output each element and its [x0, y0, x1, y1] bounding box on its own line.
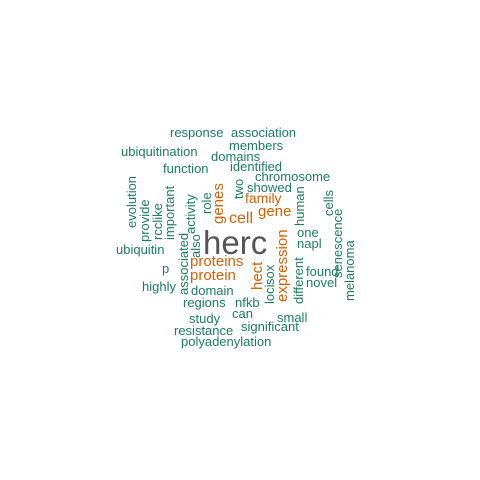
- word-ubiquitination: ubiquitination: [121, 144, 198, 159]
- word-identified: identified: [230, 159, 283, 174]
- word-function: function: [163, 161, 209, 176]
- word-two: two: [231, 178, 246, 199]
- word-resistance: resistance: [174, 323, 234, 338]
- word-one: one: [297, 225, 319, 240]
- word-association: association: [231, 125, 297, 140]
- word-novel: novel: [306, 275, 338, 290]
- word-different: different: [291, 257, 306, 304]
- word-polyadenylation: polyadenylation: [181, 334, 272, 349]
- word-study: study: [189, 311, 221, 326]
- word-small: small: [277, 310, 308, 325]
- word-can: can: [232, 306, 253, 321]
- word-napl: napl: [297, 236, 322, 251]
- word-highly: highly: [142, 279, 176, 294]
- word-activity: activity: [183, 194, 198, 234]
- word-nfkb: nfkb: [235, 295, 260, 310]
- word-human: human: [292, 186, 307, 226]
- word-chromosome: chromosome: [255, 169, 331, 184]
- word-family: family: [245, 190, 282, 206]
- word-members: members: [229, 138, 284, 153]
- word-response: response: [170, 125, 224, 140]
- word-ubiquitin: ubiquitin: [116, 242, 165, 257]
- word-gene: gene: [258, 203, 292, 220]
- word-cell: cell: [229, 210, 254, 227]
- word-found: found: [306, 264, 339, 279]
- word-melanoma: melanoma: [342, 240, 357, 301]
- word-associated: associated: [176, 232, 191, 295]
- word-genes: genes: [210, 183, 227, 224]
- word-showed: showed: [247, 180, 292, 195]
- word-important: important: [162, 185, 177, 240]
- word-proteins: proteins: [190, 253, 244, 270]
- word-herc: herc: [203, 224, 268, 261]
- word-domains: domains: [211, 149, 261, 164]
- word-significant: significant: [241, 319, 299, 334]
- word-expression: expression: [274, 229, 291, 302]
- word-protein: protein: [190, 267, 236, 284]
- word-domain: domain: [191, 283, 234, 298]
- word-p: p: [162, 261, 170, 276]
- word-regions: regions: [183, 295, 226, 310]
